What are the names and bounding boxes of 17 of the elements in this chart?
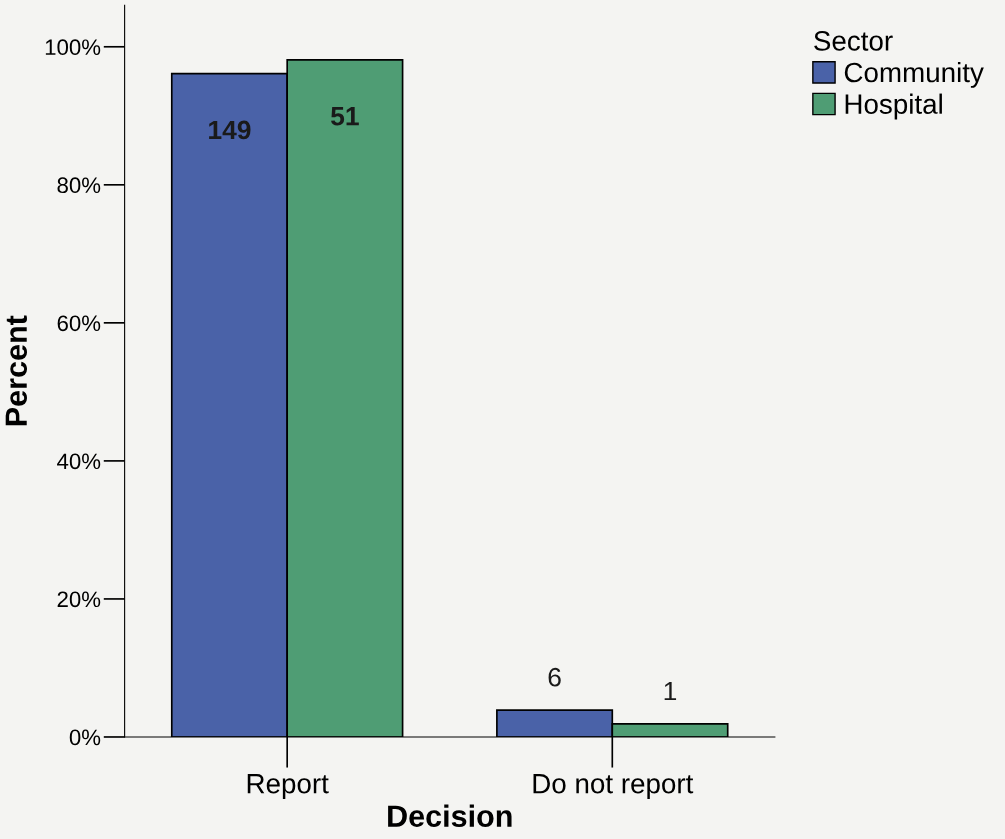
annotation: 51 [331, 107, 359, 126]
y-tick-label: 60% [57, 315, 101, 332]
y-tick-label: 20% [57, 591, 101, 608]
y-tick-label: 0% [69, 729, 101, 746]
annotation: 149 [209, 120, 251, 140]
legend-label: Hospital [845, 93, 942, 120]
y-tick-label: 80% [57, 177, 101, 194]
legend-label: Community [844, 61, 984, 88]
y-tick-label: 40% [57, 453, 101, 470]
annotation: 1 [664, 681, 677, 701]
y-tick-label: 100% [45, 39, 101, 56]
annotation: 6 [548, 667, 561, 687]
y-axis-title: Percent [5, 315, 28, 426]
x-axis-title: Decision [388, 804, 512, 827]
legend-title: Sector [814, 31, 893, 51]
x-tick-label: Report [247, 774, 329, 799]
x-tick-label: Do not report [533, 774, 694, 799]
